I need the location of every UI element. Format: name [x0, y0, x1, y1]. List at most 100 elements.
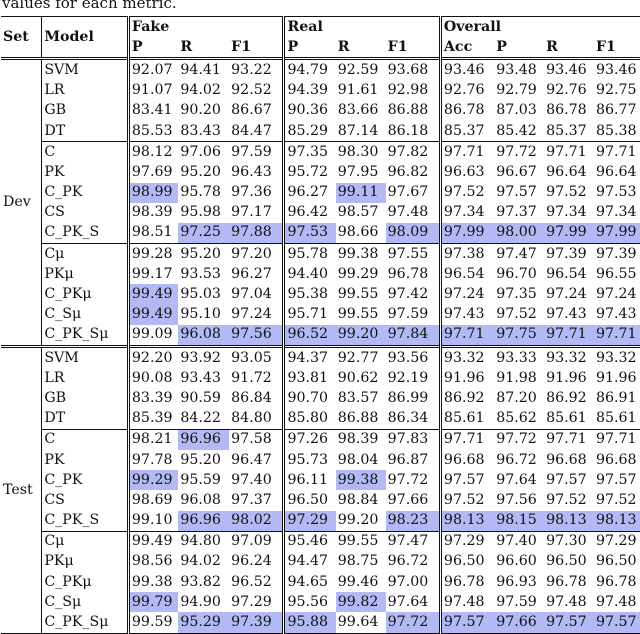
header-subcol: F1: [231, 38, 252, 55]
metric-cell: 99.82: [335, 592, 386, 613]
metric-cell: 97.24: [595, 286, 637, 303]
metric-cell: 97.30: [544, 530, 594, 552]
metric-cell: 92.76: [438, 80, 495, 101]
metric-cell: 85.37: [546, 122, 587, 139]
table-row: Cμ 99.28 95.20 97.20 95.78 99.38 97.55 97.38 97.…: [1, 243, 640, 265]
metric-cell: 97.38: [438, 243, 495, 265]
metric-cell: 97.58: [229, 428, 284, 450]
metric-cell: 97.29: [231, 593, 272, 610]
metric-cell: 97.29: [438, 530, 495, 552]
table-row: Cμ 99.49 94.80 97.09 95.46 99.55 97.47 97.29 97.…: [1, 530, 640, 552]
metric-cell: 98.04: [337, 451, 379, 468]
metric-cell: 98.13: [438, 510, 495, 532]
metric-cell: 86.78: [546, 102, 587, 119]
metric-cell: 96.78: [438, 572, 495, 593]
metric-cell: 83.39: [126, 388, 179, 409]
header-subcol: R: [546, 38, 558, 55]
metric-cell: 98.30: [335, 141, 386, 163]
metric-cell: 85.53: [126, 120, 179, 142]
metric-cell: 96.50: [546, 553, 587, 570]
metric-cell: 97.71: [593, 428, 640, 450]
table-row: C_PKμ 99.49 95.03 97.04 95.38 99.55 97.42 97.24…: [1, 284, 640, 305]
metric-cell: 97.71: [544, 141, 594, 163]
metric-cell: 97.66: [494, 612, 545, 634]
metric-cell: 92.77: [335, 345, 386, 369]
metric-cell: 86.99: [387, 389, 429, 406]
metric-cell: 85.39: [126, 408, 179, 430]
metric-cell: 98.66: [337, 224, 379, 241]
metric-cell: 85.80: [282, 408, 336, 430]
metric-cell: 97.99: [544, 222, 594, 244]
metric-cell: 97.26: [282, 428, 336, 450]
metric-cell: 93.33: [494, 345, 545, 369]
metric-cell: 97.43: [438, 304, 495, 325]
metric-cell: 98.99: [126, 182, 179, 203]
metric-cell: 97.24: [438, 284, 495, 305]
metric-cell: 98.56: [126, 551, 179, 573]
metric-cell: 97.57: [438, 612, 495, 634]
metric-cell: 93.48: [494, 57, 545, 81]
model-name: Cμ: [41, 243, 129, 265]
model-name: SVM: [41, 345, 129, 369]
model-name: C_PK_S: [41, 222, 129, 244]
model-name: C_PK: [41, 470, 129, 491]
model-name: DT: [41, 408, 129, 430]
metric-cell: 91.72: [231, 369, 272, 386]
metric-cell: 97.29: [593, 530, 640, 552]
metric-cell: 95.38: [282, 284, 336, 305]
table-row: C_Sμ 99.49 95.10 97.24 95.71 99.55 97.59 97.43 9…: [1, 304, 640, 325]
metric-cell: 96.78: [387, 265, 429, 282]
metric-cell: 83.41: [126, 100, 179, 121]
metric-cell: 98.21: [126, 428, 179, 450]
metric-cell: 93.46: [544, 57, 594, 81]
metric-cell: 97.47: [494, 243, 545, 265]
metric-cell: 96.50: [282, 490, 336, 511]
metric-cell: 92.07: [126, 57, 179, 81]
metric-cell: 97.57: [595, 471, 637, 488]
metric-cell: 92.79: [496, 82, 537, 99]
metric-cell: 96.27: [282, 182, 336, 203]
metric-cell: 97.84: [385, 324, 441, 347]
table-row: C_Sμ 99.79 94.90 97.29 95.56 99.82 97.64 97.48 9…: [1, 592, 640, 613]
metric-cell: 97.48: [438, 592, 495, 613]
metric-cell: 96.64: [595, 163, 637, 180]
table-row: Test SVM 92.20 93.92 93.05 94.37 92.77 93.56 93.…: [1, 345, 640, 634]
metric-cell: 96.43: [231, 163, 272, 180]
metric-cell: 84.22: [180, 410, 221, 427]
metric-cell: 94.39: [282, 80, 336, 101]
metric-cell: 99.46: [337, 573, 379, 590]
metric-cell: 97.52: [546, 491, 587, 508]
metric-cell: 97.52: [438, 182, 495, 203]
metric-cell: 99.55: [337, 306, 379, 323]
table-row: PK 97.78 95.20 96.47 95.73 98.04 96.87 96.68 96.…: [1, 449, 640, 471]
metric-cell: 83.57: [337, 389, 379, 406]
metric-cell: 94.79: [282, 57, 336, 81]
metric-cell: 97.37: [496, 204, 537, 221]
metric-cell: 98.13: [544, 510, 594, 532]
metric-cell: 86.84: [231, 389, 272, 406]
table-row: C_PK_Sμ 99.59 95.29 97.39 95.88 99.64 97.72 97.…: [1, 612, 640, 634]
metric-cell: 97.57: [544, 612, 594, 634]
metric-cell: 97.57: [546, 471, 587, 488]
table-body: Dev SVM 92.07 94.41 93.22 94.79 92.59 93.68 93.4…: [1, 57, 640, 634]
metric-cell: 97.35: [496, 286, 537, 303]
metric-cell: 98.57: [337, 204, 379, 221]
metric-cell: 96.68: [438, 449, 495, 471]
metric-cell: 97.71: [438, 428, 495, 450]
model-name: C_Sμ: [41, 304, 129, 325]
metric-cell: 97.48: [546, 593, 587, 610]
metric-cell: 96.52: [282, 324, 336, 347]
metric-cell: 95.72: [282, 162, 336, 183]
metric-cell: 96.50: [595, 553, 637, 570]
model-name: LR: [41, 80, 129, 101]
metric-cell: 99.09: [126, 324, 179, 347]
metric-cell: 97.59: [496, 593, 537, 610]
set-label: Test: [1, 345, 42, 634]
metric-cell: 97.83: [385, 428, 441, 450]
metric-cell: 94.02: [180, 82, 221, 99]
table-row: C_PKμ 99.38 93.82 96.52 94.65 99.46 97.00 96.78…: [1, 572, 640, 593]
caption-fragment: values for each metric.: [2, 0, 177, 12]
table-row: CS 98.69 96.08 97.37 96.50 98.84 97.66 97.52 97.…: [1, 490, 640, 511]
metric-cell: 97.40: [494, 530, 545, 552]
metric-cell: 99.11: [335, 182, 386, 203]
